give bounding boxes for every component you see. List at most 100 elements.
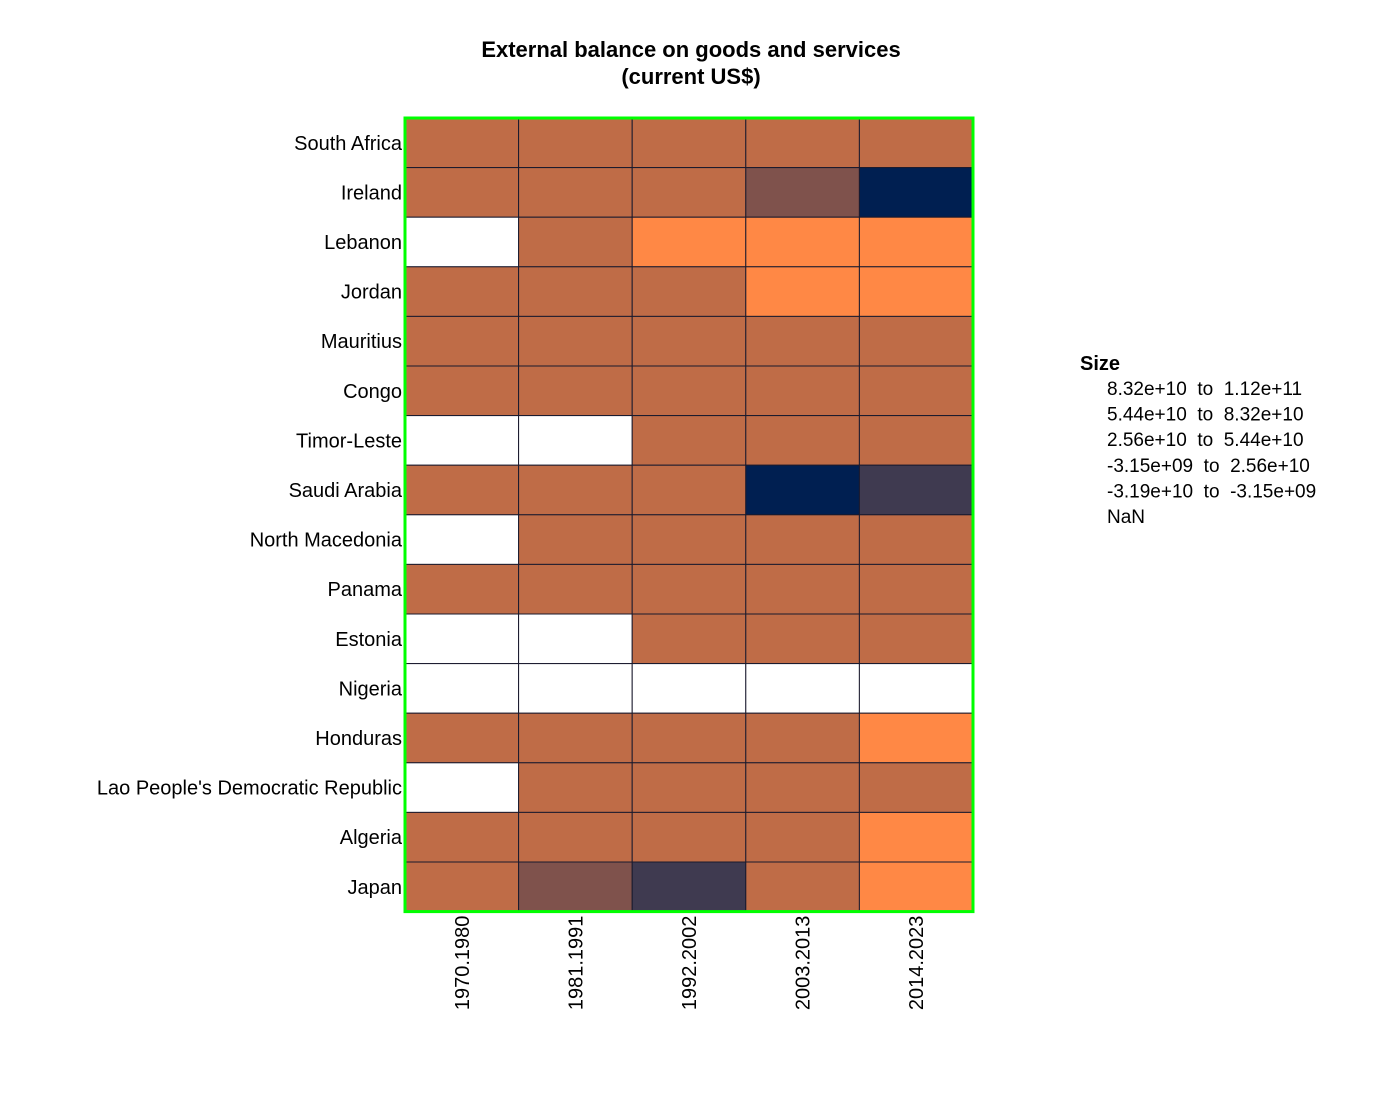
- row-label: Saudi Arabia: [289, 480, 403, 502]
- heatmap-cell: [404, 415, 520, 466]
- heatmap-cell: [858, 762, 974, 813]
- row-label: Mauritius: [321, 331, 402, 353]
- heatmap-cell: [518, 712, 633, 764]
- heatmap-cell: [518, 563, 633, 615]
- heatmap-cell: [858, 117, 974, 169]
- heatmap-cell: [858, 613, 974, 665]
- column-label: 1970.1980: [452, 916, 474, 1011]
- column-label: 1981.1991: [565, 916, 587, 1011]
- heatmap-cell: [858, 315, 974, 367]
- heatmap-cell: [518, 167, 633, 218]
- heatmap-cell: [404, 563, 520, 615]
- heatmap-cell: [858, 663, 974, 714]
- row-label: Timor-Leste: [296, 430, 402, 452]
- legend: Size 8.32e+10 to 1.12e+11 5.44e+10 to 8.32…: [1080, 353, 1316, 528]
- heatmap-cell: [745, 861, 860, 913]
- heatmap-cell: [404, 266, 520, 317]
- heatmap-cell: [404, 663, 520, 714]
- row-label: Jordan: [341, 282, 402, 304]
- heatmap-cell: [518, 762, 633, 813]
- heatmap-cell: [858, 266, 974, 317]
- heatmap-cell: [518, 315, 633, 367]
- legend-entry: 2.56e+10 to 5.44e+10: [1107, 430, 1304, 451]
- heatmap-cell: [631, 663, 747, 714]
- heatmap-cell: [745, 563, 860, 615]
- heatmap-cells: [404, 117, 974, 913]
- heatmap-cell: [518, 613, 633, 665]
- row-label: Estonia: [335, 629, 403, 651]
- row-label: Nigeria: [339, 678, 403, 700]
- heatmap-cell: [858, 167, 974, 218]
- row-label: North Macedonia: [250, 530, 403, 552]
- heatmap-cell: [518, 266, 633, 317]
- heatmap-cell: [631, 861, 747, 913]
- heatmap-cell: [404, 514, 520, 565]
- heatmap-cell: [631, 563, 747, 615]
- heatmap-cell: [404, 464, 520, 516]
- row-label: Ireland: [341, 182, 402, 204]
- heatmap-cell: [518, 514, 633, 565]
- legend-entry: -3.19e+10 to -3.15e+09: [1107, 481, 1316, 502]
- heatmap-cell: [858, 365, 974, 417]
- heatmap-cell: [745, 117, 860, 169]
- row-label: Honduras: [315, 728, 402, 750]
- heatmap-cell: [745, 266, 860, 317]
- row-labels: South Africa Ireland Lebanon Jordan Mauritiu…: [97, 133, 403, 899]
- column-label: 1992.2002: [679, 916, 701, 1011]
- legend-entry: NaN: [1107, 507, 1145, 528]
- heatmap-cell: [858, 464, 974, 516]
- row-label: Panama: [328, 579, 403, 601]
- row-label: Congo: [343, 381, 402, 403]
- heatmap-cell: [631, 266, 747, 317]
- heatmap-cell: [631, 712, 747, 764]
- legend-title: Size: [1080, 353, 1120, 375]
- heatmap-cell: [404, 216, 520, 268]
- heatmap-cell: [858, 415, 974, 466]
- row-label: Japan: [348, 877, 403, 899]
- heatmap-cell: [858, 563, 974, 615]
- heatmap-cell: [404, 762, 520, 813]
- heatmap-cell: [404, 811, 520, 863]
- heatmap-cell: [858, 861, 974, 913]
- legend-entry: 5.44e+10 to 8.32e+10: [1107, 405, 1304, 426]
- row-label: Algeria: [340, 827, 403, 849]
- heatmap-cell: [858, 514, 974, 565]
- heatmap-cell: [858, 811, 974, 863]
- heatmap-cell: [518, 861, 633, 913]
- heatmap-cell: [631, 117, 747, 169]
- column-label: 2014.2023: [906, 916, 928, 1011]
- heatmap-cell: [518, 216, 633, 268]
- heatmap-cell: [631, 613, 747, 665]
- heatmap-cell: [518, 464, 633, 516]
- heatmap-cell: [631, 514, 747, 565]
- heatmap-cell: [631, 216, 747, 268]
- heatmap-cell: [631, 464, 747, 516]
- heatmap-cell: [631, 365, 747, 417]
- chart-title-line: External balance on goods and services: [481, 37, 900, 62]
- heatmap-cell: [518, 415, 633, 466]
- heatmap-cell: [518, 663, 633, 714]
- heatmap-cell: [745, 365, 860, 417]
- heatmap-cell: [404, 861, 520, 913]
- heatmap-cell: [745, 811, 860, 863]
- heatmap-cell: [404, 315, 520, 367]
- heatmap-cell: [745, 315, 860, 367]
- heatmap-cell: [745, 762, 860, 813]
- row-label: South Africa: [294, 133, 403, 155]
- heatmap-cell: [518, 365, 633, 417]
- heatmap-cell: [745, 415, 860, 466]
- heatmap-cell: [518, 117, 633, 169]
- heatmap-cell: [631, 415, 747, 466]
- heatmap-cell: [858, 712, 974, 764]
- heatmap-cell: [745, 216, 860, 268]
- heatmap-cell: [404, 117, 520, 169]
- heatmap-cell: [745, 613, 860, 665]
- heatmap-cell: [631, 167, 747, 218]
- row-label: Lebanon: [324, 232, 402, 254]
- heatmap-cell: [745, 663, 860, 714]
- heatmap-cell: [404, 613, 520, 665]
- column-label: 2003.2013: [793, 916, 815, 1011]
- heatmap-cell: [631, 762, 747, 813]
- row-label: Lao People's Democratic Republic: [97, 778, 402, 800]
